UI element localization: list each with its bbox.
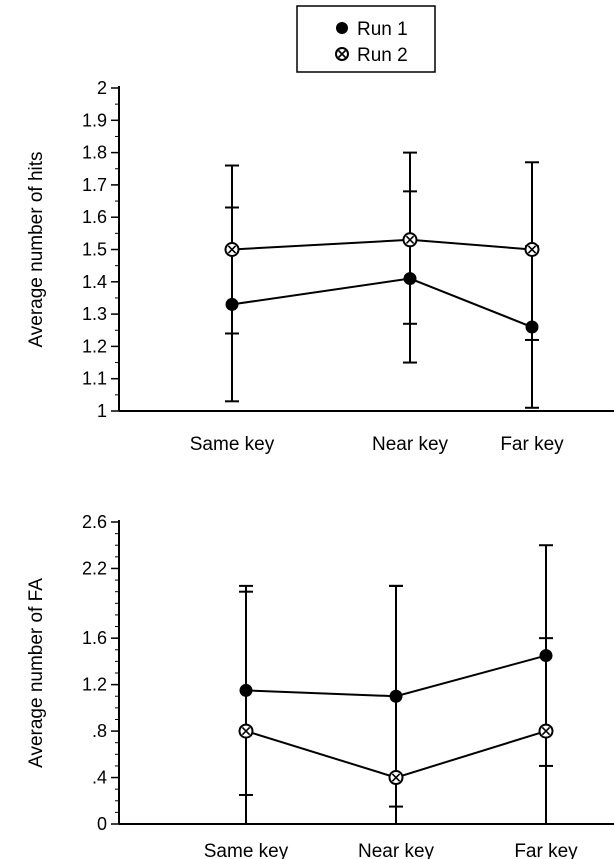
y-tick-label: 1.7 bbox=[82, 175, 107, 195]
hits-chart: 1 1.1 1.2 1.3 1.4 1.5 1.6 1.7 1.8 1.9 2 Average num… bbox=[26, 78, 614, 455]
y-tick-label: .4 bbox=[92, 768, 107, 788]
y-tick-label: 2.2 bbox=[82, 558, 107, 578]
legend-box bbox=[296, 5, 436, 73]
series-run-1 bbox=[225, 190, 539, 409]
data-point bbox=[238, 723, 254, 739]
series-line bbox=[231, 238, 533, 251]
data-point bbox=[538, 723, 554, 739]
legend-marker-run-2 bbox=[335, 47, 349, 61]
y-tick-label: 1.2 bbox=[82, 336, 107, 356]
x-category-label: Same key bbox=[204, 841, 289, 859]
y-tick-label: 2 bbox=[97, 78, 107, 98]
data-point-cross bbox=[527, 245, 537, 254]
series-line bbox=[231, 277, 533, 328]
data-point bbox=[524, 242, 540, 257]
y-tick-label: 1.9 bbox=[82, 110, 107, 130]
y-tick-label: 1.3 bbox=[82, 304, 107, 324]
y-tick-label: 1.6 bbox=[82, 207, 107, 227]
legend-label-run-1: Run 1 bbox=[357, 19, 408, 40]
y-tick-label: 1 bbox=[97, 401, 107, 421]
y-tick-label: .8 bbox=[92, 721, 107, 741]
legend-label-run-2: Run 2 bbox=[357, 45, 408, 66]
x-category-label: Near key bbox=[372, 434, 449, 455]
x-category-label: Same key bbox=[190, 434, 275, 455]
x-category-label: Far key bbox=[514, 841, 578, 859]
legend: Run 1 Run 2 bbox=[296, 5, 436, 73]
data-point-cross bbox=[391, 773, 401, 782]
x-category-label: Near key bbox=[358, 841, 435, 859]
data-point bbox=[224, 242, 240, 257]
y-tick-label: 2.6 bbox=[82, 512, 107, 532]
y-axis-title: Average number of FA bbox=[26, 578, 47, 768]
y-tick-label: 1.8 bbox=[82, 143, 107, 163]
series-run-2 bbox=[224, 151, 540, 341]
y-axis-title: Average number of hits bbox=[26, 151, 47, 347]
y-tick-label: 0 bbox=[97, 814, 107, 834]
data-point-cross bbox=[405, 235, 415, 244]
y-tick-label: 1.4 bbox=[82, 272, 107, 292]
false-alarms-chart: 0 .4 .8 1.2 1.6 2.2 2.6 Average number of FA Sam… bbox=[26, 512, 614, 859]
x-category-label: Far key bbox=[500, 434, 564, 455]
y-tick-label: 1.5 bbox=[82, 240, 107, 260]
data-point bbox=[402, 232, 418, 248]
data-point-cross bbox=[227, 245, 237, 254]
y-tick-label: 1.2 bbox=[82, 675, 107, 695]
legend-marker-run-1 bbox=[336, 22, 348, 34]
series-run-2 bbox=[238, 584, 554, 825]
data-point bbox=[388, 770, 404, 786]
y-tick-label: 1.1 bbox=[82, 369, 107, 389]
data-point-cross bbox=[541, 726, 551, 736]
data-point-cross bbox=[241, 726, 251, 736]
y-tick-label: 1.6 bbox=[82, 628, 107, 648]
